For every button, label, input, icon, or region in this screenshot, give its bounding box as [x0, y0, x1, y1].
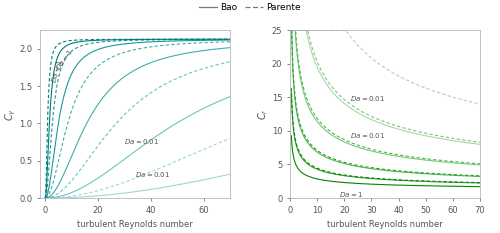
X-axis label: turbulent Reynolds number: turbulent Reynolds number: [327, 220, 443, 229]
Y-axis label: $C_\gamma$: $C_\gamma$: [4, 108, 18, 121]
Text: $Da = 0.01$: $Da = 0.01$: [135, 170, 170, 179]
Text: $Da = 1$: $Da = 1$: [53, 47, 74, 72]
Legend: Bao, Parente: Bao, Parente: [195, 0, 305, 16]
Text: $Da = 1$: $Da = 1$: [339, 190, 363, 199]
Text: $Da = 0.01$: $Da = 0.01$: [124, 137, 160, 146]
Text: $Da = 0.01$: $Da = 0.01$: [350, 131, 385, 140]
Text: $Da = 1$: $Da = 1$: [49, 59, 64, 85]
Y-axis label: $C_r$: $C_r$: [256, 108, 270, 120]
X-axis label: turbulent Reynolds number: turbulent Reynolds number: [77, 220, 193, 229]
Text: $Da = 0.01$: $Da = 0.01$: [350, 94, 385, 103]
